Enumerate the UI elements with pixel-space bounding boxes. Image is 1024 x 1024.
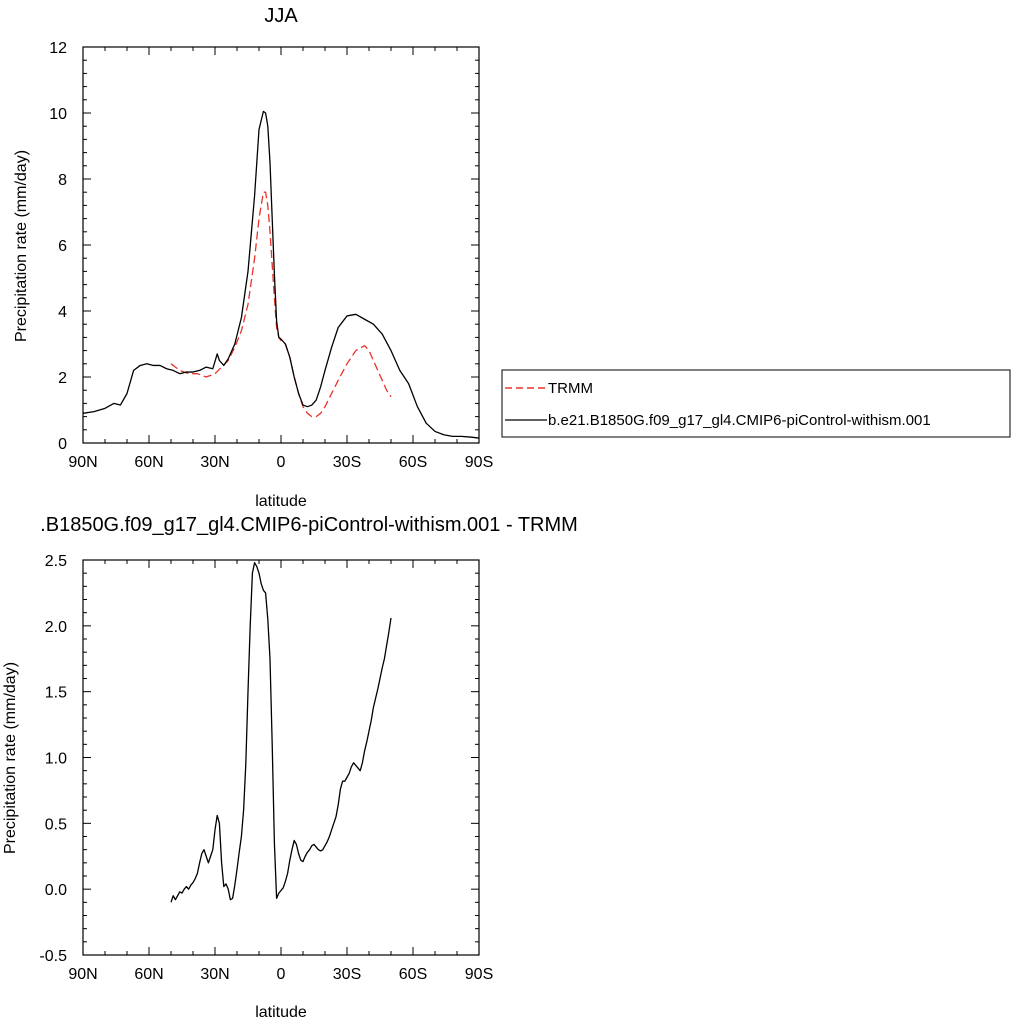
bottom-x-tick-label: 60S	[399, 966, 427, 983]
top-panel: JJA 90N 60N 30N 0 30S 60S 90S 0 2 4 6 8 10 12 latitud…	[13, 5, 493, 510]
bottom-chart-title: .B1850G.f09_g17_gl4.CMIP6-piControl-with…	[40, 514, 578, 536]
top-x-tick-label: 0	[277, 454, 286, 471]
top-y-tick-label: 8	[58, 172, 67, 189]
top-y-tick-label: 10	[49, 106, 67, 123]
top-y-tick-label: 4	[58, 304, 67, 321]
top-plot-area: 90N 60N 30N 0 30S 60S 90S 0 2 4 6 8 10 12	[49, 40, 493, 471]
bottom-y-tick-label: 0.5	[45, 816, 67, 833]
bottom-y-tick-label: 2.5	[45, 553, 67, 570]
legend: TRMM b.e21.B1850G.f09_g17_gl4.CMIP6-piCo…	[501, 369, 1011, 438]
top-y-tick-label: 2	[58, 370, 67, 387]
bottom-y-tick-label: 2.0	[45, 619, 67, 636]
top-x-tick-label: 30N	[200, 454, 229, 471]
top-x-tick-label: 30S	[333, 454, 361, 471]
bottom-x-tick-label: 60N	[134, 966, 163, 983]
top-x-axis-label: latitude	[255, 493, 307, 510]
bottom-x-tick-label: 30S	[333, 966, 361, 983]
top-y-tick-label: 12	[49, 40, 67, 57]
bottom-x-axis-label: latitude	[255, 1004, 307, 1021]
top-y-tick-label: 6	[58, 238, 67, 255]
legend-label-trmm: TRMM	[548, 380, 593, 397]
top-x-tick-label: 90S	[465, 454, 493, 471]
legend-box	[501, 369, 1011, 438]
bottom-plot-frame	[82, 559, 480, 956]
top-plot-frame	[82, 46, 480, 444]
bottom-y-tick-label: 0.0	[45, 882, 67, 899]
bottom-x-tick-label: 90N	[68, 966, 97, 983]
bottom-plot-area: 90N 60N 30N 0 30S 60S 90S -0.5 0.0 0.5 1.0 1.5 2.0 2.…	[39, 553, 493, 983]
top-x-tick-label: 60S	[399, 454, 427, 471]
bottom-y-tick-label: 1.5	[45, 685, 67, 702]
bottom-series-line-0	[170, 561, 392, 903]
bottom-y-tick-label: 1.0	[45, 751, 67, 768]
bottom-panel: .B1850G.f09_g17_gl4.CMIP6-piControl-with…	[2, 514, 578, 1021]
bottom-y-axis-label: Precipitation rate (mm/day)	[2, 662, 19, 854]
top-series-line-1	[82, 110, 480, 439]
top-y-tick-label: 0	[58, 436, 67, 453]
bottom-y-tick-label: -0.5	[39, 948, 67, 965]
top-y-axis-label: Precipitation rate (mm/day)	[13, 150, 30, 342]
top-x-tick-label: 90N	[68, 454, 97, 471]
top-chart-title: JJA	[264, 5, 298, 27]
bottom-x-tick-label: 30N	[200, 966, 229, 983]
bottom-x-tick-label: 0	[277, 966, 286, 983]
top-x-tick-label: 60N	[134, 454, 163, 471]
bottom-x-tick-label: 90S	[465, 966, 493, 983]
legend-label-model: b.e21.B1850G.f09_g17_gl4.CMIP6-piControl…	[548, 412, 931, 429]
top-series-line-0	[170, 191, 392, 418]
